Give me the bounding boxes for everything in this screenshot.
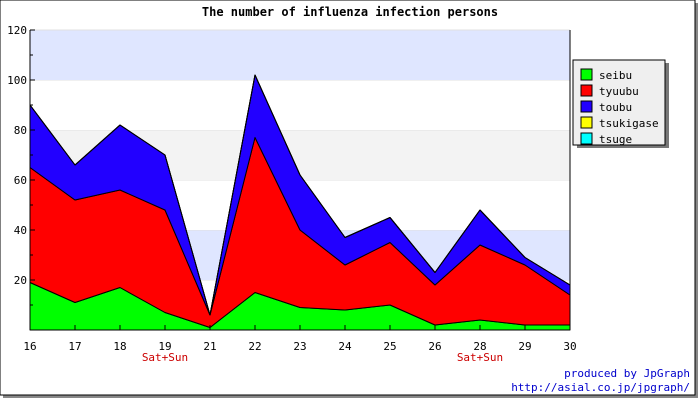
x-tick-label: 24 [338,340,352,353]
x-tick-label: 25 [383,340,396,353]
x-tick-label: 22 [248,340,261,353]
y-tick-label: 120 [7,24,27,37]
x-tick-label: 19 [158,340,171,353]
legend-label-tsuge: tsuge [599,133,632,146]
y-tick-label: 60 [14,174,27,187]
axes [29,29,571,331]
y-tick-label: 80 [14,124,27,137]
grid-band [30,30,570,80]
grid-band [30,80,570,130]
legend-label-seibu: seibu [599,69,632,82]
credit-line-1: produced by JpGraph [564,367,690,380]
x-tick-label: 17 [68,340,81,353]
x-tick-label: 16 [23,340,36,353]
legend-label-toubu: toubu [599,101,632,114]
legend-swatch-toubu [580,100,593,113]
x-tick-label: 26 [428,340,441,353]
legend-swatch-tsuge [580,132,593,145]
x-tick-label: 23 [293,340,306,353]
y-tick-label: 20 [14,274,27,287]
chart-title: The number of influenza infection person… [202,5,498,19]
x-tick-label: 18 [113,340,126,353]
legend-label-tsukigase: tsukigase [599,117,659,130]
legend-swatch-tyuubu [580,84,593,97]
x-tick-label: 21 [203,340,216,353]
x-tick-label: 28 [473,340,486,353]
legend-swatch-tsukigase [580,116,593,129]
credit-link[interactable]: http://asial.co.jp/jpgraph/ [511,381,690,394]
x-sublabel: Sat+Sun [142,351,188,364]
legend: seibu tyuubu toubu tsukigase tsuge [572,59,669,148]
y-tick-labels: 20 40 60 80 100 120 [7,24,27,287]
y-tick-label: 40 [14,224,27,237]
y-tick-label: 100 [7,74,27,87]
x-sublabel: Sat+Sun [457,351,503,364]
legend-swatch-seibu [580,68,593,81]
x-tick-label: 29 [518,340,531,353]
legend-label-tyuubu: tyuubu [599,85,639,98]
x-tick-label: 30 [563,340,576,353]
